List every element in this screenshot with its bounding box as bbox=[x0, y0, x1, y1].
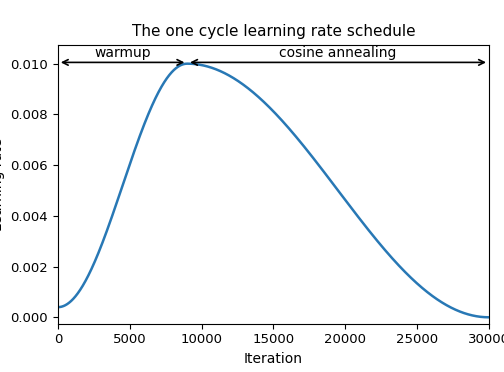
X-axis label: Iteration: Iteration bbox=[244, 352, 303, 366]
Text: warmup: warmup bbox=[94, 46, 151, 60]
Y-axis label: Learning rate: Learning rate bbox=[0, 138, 5, 231]
Title: The one cycle learning rate schedule: The one cycle learning rate schedule bbox=[132, 24, 415, 39]
Text: cosine annealing: cosine annealing bbox=[279, 46, 397, 60]
